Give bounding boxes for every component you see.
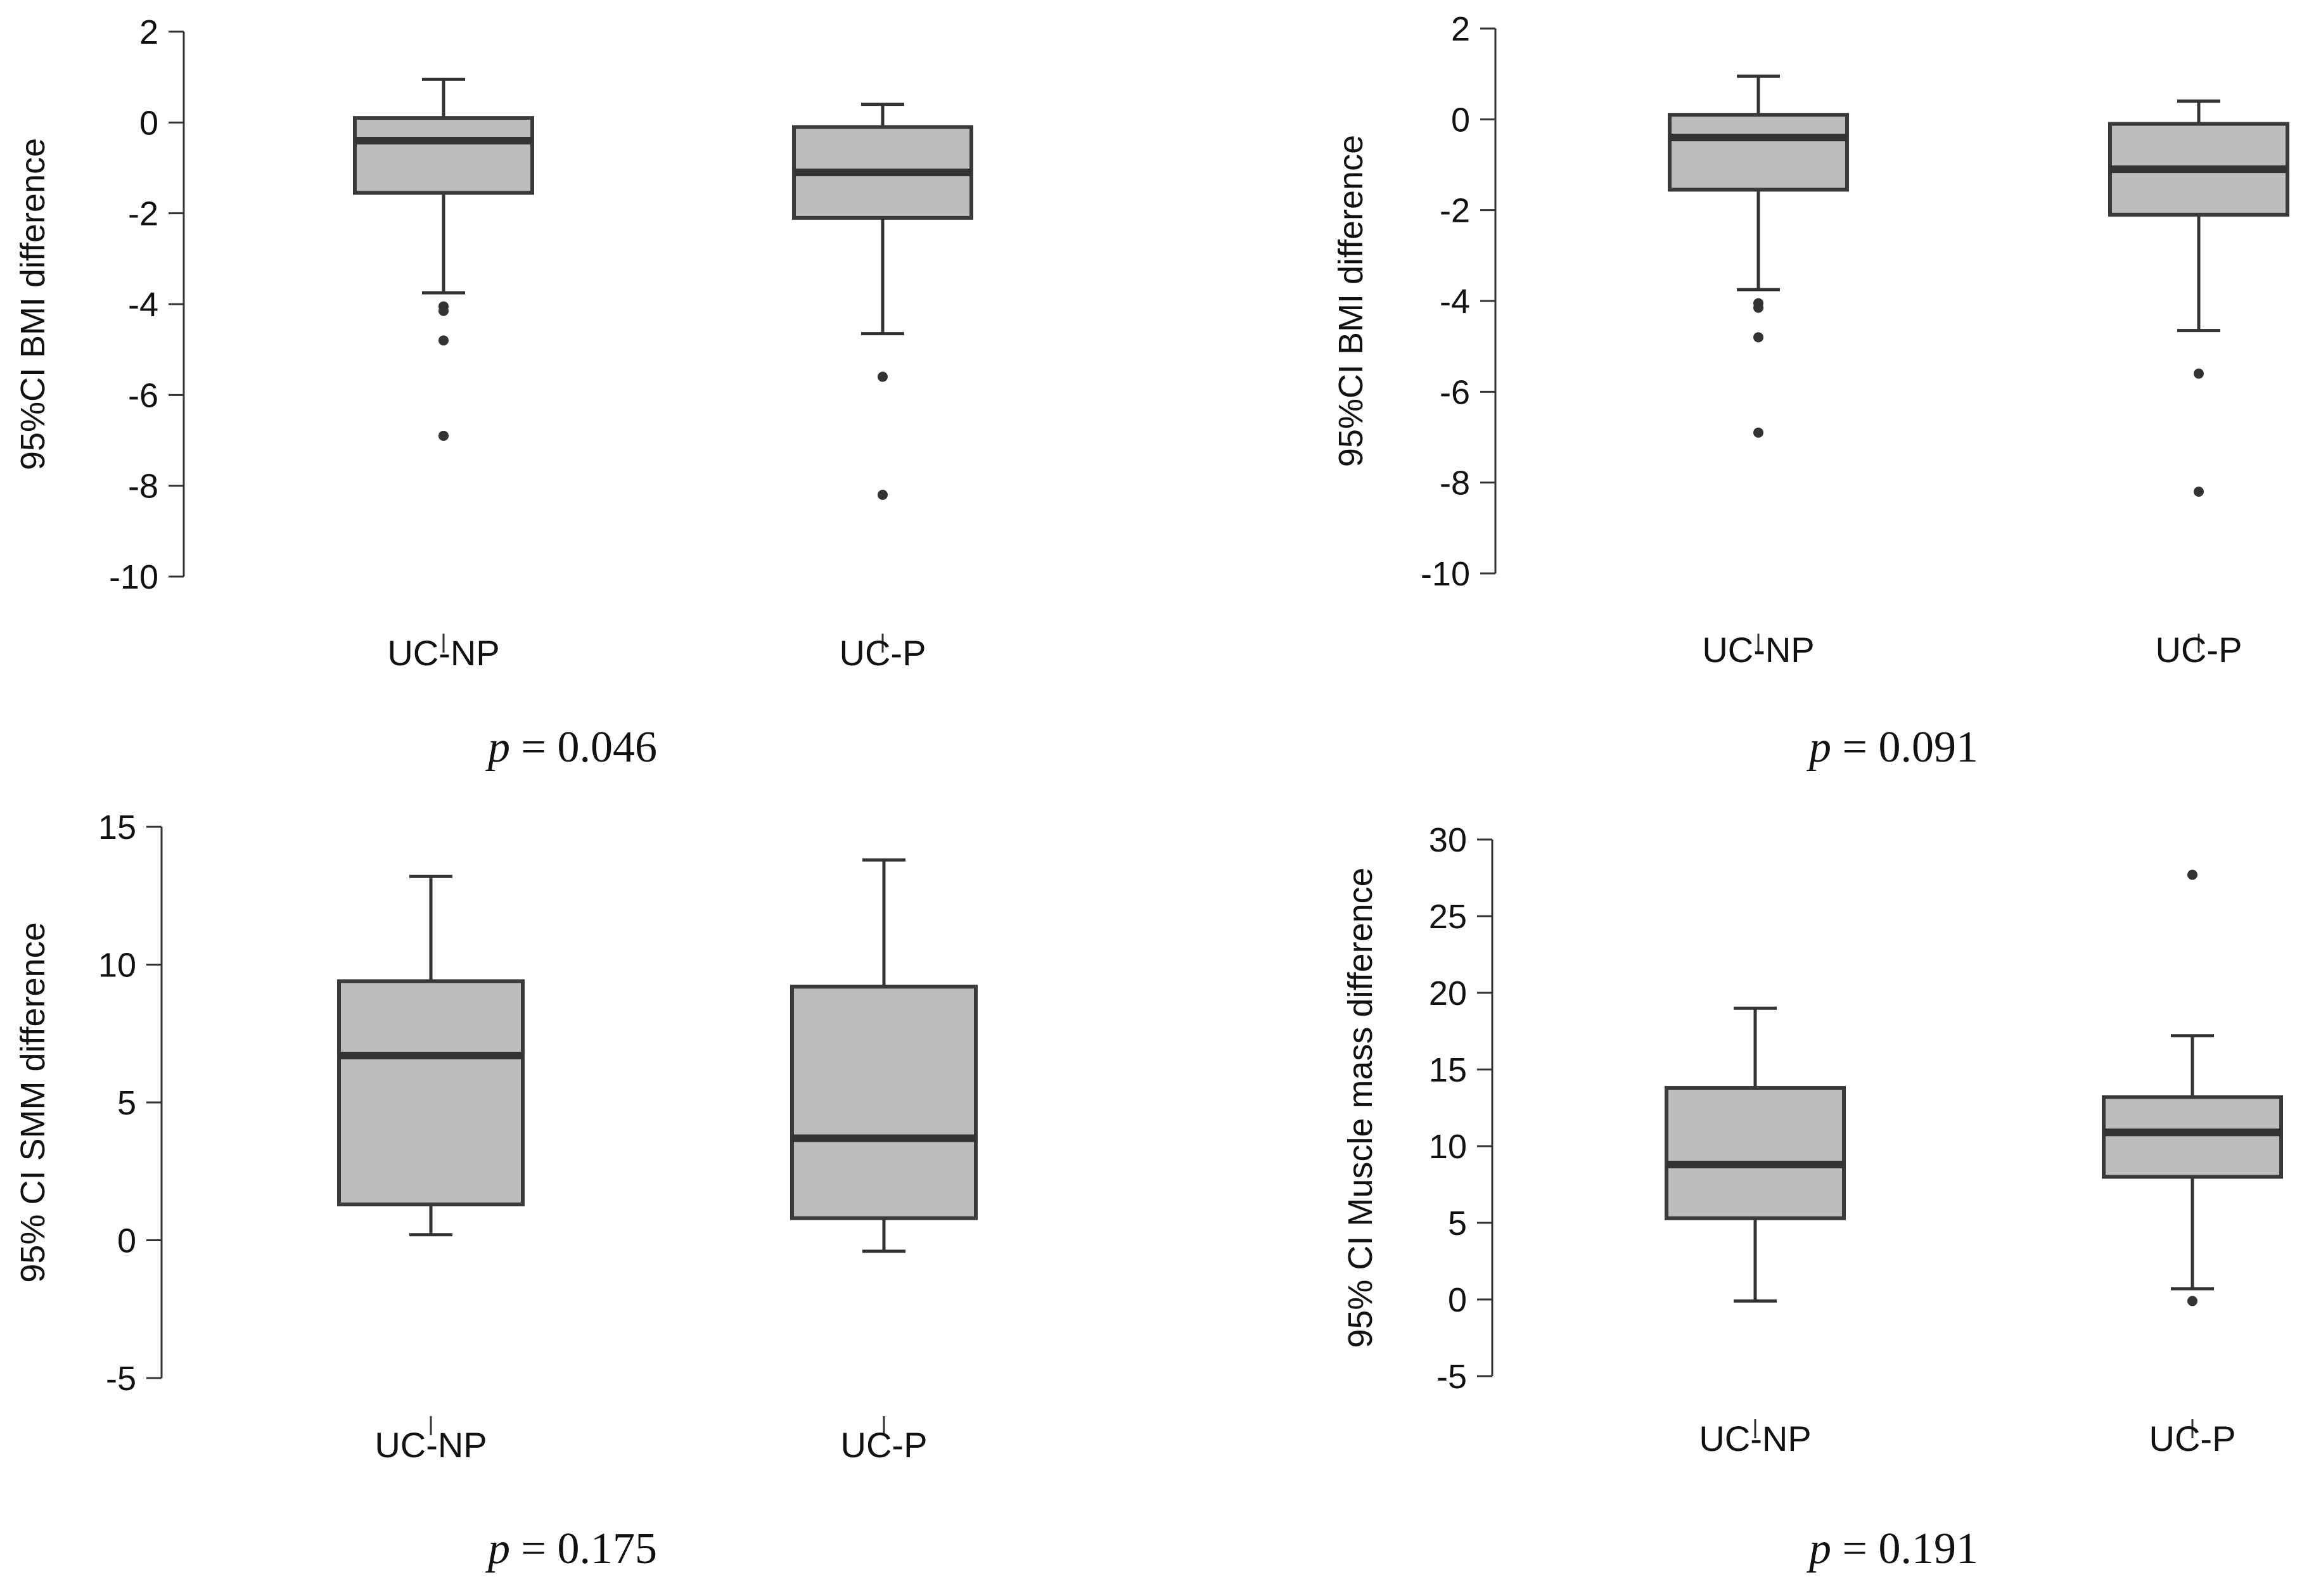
p-value-label: p = 0.175 [488, 1524, 657, 1573]
y-tick-label: 0 [1448, 1281, 1467, 1319]
box-iqr [790, 985, 978, 1220]
y-tick-label: 15 [1429, 1051, 1467, 1089]
p-value-label: p = 0.046 [488, 723, 657, 772]
x-category-label: UC-NP [1699, 1419, 1811, 1459]
outlier-point [438, 305, 449, 316]
outlier-point [2187, 1296, 2197, 1306]
y-tick-label: -4 [1440, 283, 1470, 321]
x-category-label: UC-P [840, 633, 926, 673]
y-axis-title: 95% CI SMM difference [14, 922, 52, 1282]
boxplot-chart: 2 0 -2 -4 -6 -8 -10 95%CI BMI difference UC-NP UC… [14, 13, 973, 673]
y-tick-label: 15 [98, 808, 136, 846]
outlier-point [2194, 487, 2204, 497]
outlier-point [2194, 368, 2204, 379]
y-tick-label: -8 [128, 468, 158, 506]
boxplot-chart: 15 10 5 0 -5 95% CI SMM difference UC-NP UC-P [14, 808, 978, 1465]
y-tick-label: -10 [109, 558, 158, 596]
boxplot-panel-muscle-mass: 30 25 20 15 10 5 0 -5 95% CI Muscle mass differe… [1153, 786, 2309, 1508]
outlier-point [1753, 302, 1763, 313]
x-category-label: UC-P [2149, 1419, 2236, 1459]
x-category-label: UC-NP [1702, 630, 1814, 670]
x-category-label: UC-P [841, 1425, 928, 1465]
x-category-label: UC-NP [374, 1425, 487, 1465]
y-tick-label: 10 [98, 947, 136, 985]
y-tick-label: -5 [1436, 1358, 1467, 1396]
y-tick-label: 0 [117, 1222, 136, 1260]
y-tick-label: -6 [1440, 373, 1470, 411]
y-tick-label: 0 [1451, 101, 1470, 139]
y-axis-title: 95% CI Muscle mass difference [1341, 867, 1379, 1348]
p-value-label: p = 0.091 [1809, 723, 1978, 772]
y-axis-title: 95%CI BMI difference [1332, 135, 1370, 467]
y-tick-label: 20 [1429, 974, 1467, 1012]
box-iqr [2102, 1095, 2283, 1179]
y-tick-label: 2 [139, 13, 158, 51]
y-tick-label: -6 [128, 376, 158, 414]
y-tick-label: -2 [1440, 192, 1470, 230]
outlier-point [878, 490, 888, 500]
y-tick-label: -4 [128, 286, 158, 324]
boxplot-chart: 30 25 20 15 10 5 0 -5 95% CI Muscle mass differe… [1341, 821, 2283, 1459]
outlier-point [2187, 869, 2197, 880]
outlier-point [1753, 332, 1763, 343]
boxplot-panel-bmi-right: 2 0 -2 -4 -6 -8 -10 95%CI BMI difference UC-NP UC… [1153, 0, 2309, 697]
y-tick-label: -5 [106, 1360, 136, 1398]
y-tick-label: 10 [1429, 1128, 1467, 1166]
boxplot-panel-bmi-left: 2 0 -2 -4 -6 -8 -10 95%CI BMI difference UC-NP UC… [0, 0, 1141, 697]
x-category-label: UC-P [2156, 630, 2242, 670]
boxplot-panel-smm: 15 10 5 0 -5 95% CI SMM difference UC-NP UC-P [0, 786, 1141, 1508]
y-tick-label: 30 [1429, 821, 1467, 859]
p-value-label: p = 0.191 [1809, 1524, 1978, 1573]
y-axis-title: 95%CI BMI difference [14, 138, 52, 470]
y-tick-label: -2 [128, 195, 158, 233]
outlier-point [438, 430, 449, 441]
outlier-point [438, 335, 449, 346]
y-tick-label: 0 [139, 104, 158, 142]
box-iqr [1668, 113, 1849, 192]
y-tick-label: -8 [1440, 464, 1470, 502]
boxplot-chart: 2 0 -2 -4 -6 -8 -10 95%CI BMI difference UC-NP UC… [1332, 10, 2289, 670]
outlier-point [1753, 427, 1763, 438]
box-iqr [1665, 1086, 1846, 1220]
box-iqr [353, 116, 534, 195]
y-tick-label: -10 [1421, 555, 1470, 593]
box-iqr [337, 979, 525, 1206]
y-tick-label: 2 [1451, 10, 1470, 48]
x-category-label: UC-NP [387, 633, 499, 673]
y-tick-label: 5 [1448, 1204, 1467, 1242]
y-tick-label: 25 [1429, 898, 1467, 936]
outlier-point [878, 371, 888, 382]
y-tick-label: 5 [117, 1084, 136, 1122]
